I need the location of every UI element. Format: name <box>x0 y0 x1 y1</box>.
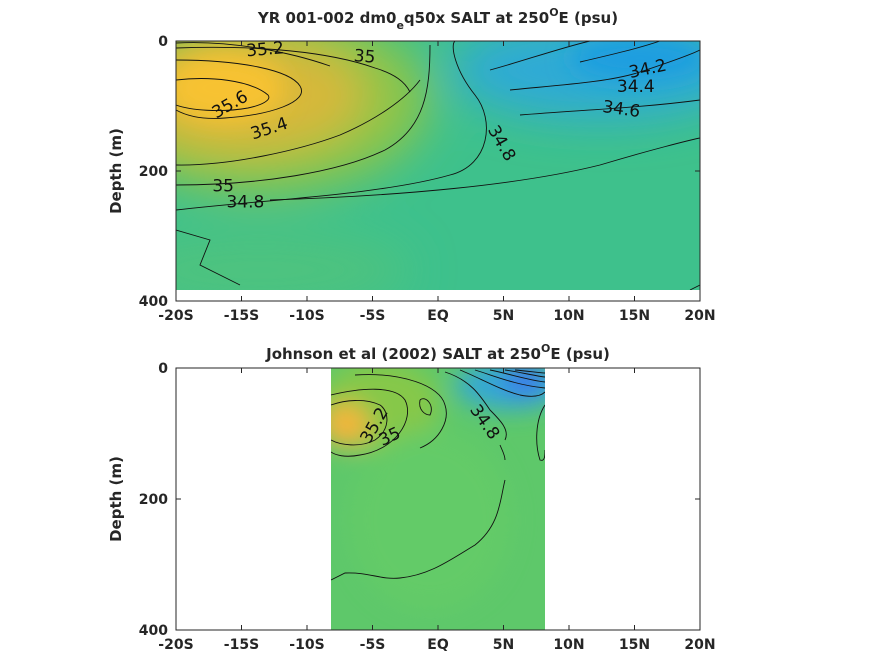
top-contour-label: 35 <box>212 176 234 196</box>
bottom-contour-lines <box>331 369 545 581</box>
top-x-tick-label: -15S <box>224 308 259 324</box>
bottom-salinity-field <box>331 368 545 630</box>
bottom-x-tick-label: -20S <box>158 637 193 653</box>
bottom-y-axis: 0 200 400 <box>139 361 700 639</box>
bottom-x-tick-label: 20N <box>684 637 715 653</box>
bottom-panel: Johnson et al (2002) SALT at 250OE (psu) <box>107 342 716 653</box>
top-x-tick-label: -5S <box>360 308 386 324</box>
top-y-axis-label: Depth (m) <box>107 128 125 214</box>
bottom-x-tick-label: -15S <box>224 637 259 653</box>
top-x-tick-label: 20N <box>684 308 715 324</box>
bottom-y-tick-label: 400 <box>139 623 168 639</box>
top-x-tick-label: 10N <box>553 308 584 324</box>
bottom-y-tick-label: 200 <box>139 492 168 508</box>
top-x-axis: -20S -15S -10S -5S EQ 5N 10N 15N 20N <box>158 41 716 324</box>
bottom-x-tick-label: -5S <box>360 637 386 653</box>
bottom-y-axis-label: Depth (m) <box>107 456 125 542</box>
top-x-tick-label: EQ <box>427 308 449 324</box>
top-y-tick-label: 400 <box>139 294 168 310</box>
bottom-x-axis: -20S -15S -10S -5S EQ 5N 10N 15N 20N <box>158 368 716 653</box>
bottom-x-tick-label: 10N <box>553 637 584 653</box>
top-panel: YR 001-002 dm0eq50x SALT at 250OE (psu) <box>107 6 716 324</box>
top-contour-label: 35 <box>353 46 376 68</box>
top-y-tick-label: 0 <box>158 34 168 50</box>
bottom-y-tick-label: 0 <box>158 361 168 377</box>
top-contour-lines <box>176 41 700 290</box>
bottom-x-tick-label: 15N <box>619 637 650 653</box>
top-x-tick-label: 15N <box>619 308 650 324</box>
top-title: YR 001-002 dm0eq50x SALT at 250OE (psu) <box>257 6 618 32</box>
top-y-axis: 0 200 400 <box>139 34 700 310</box>
top-y-tick-label: 200 <box>139 164 168 180</box>
top-x-tick-label: -10S <box>289 308 324 324</box>
bottom-x-tick-label: 5N <box>493 637 514 653</box>
top-salinity-field <box>176 41 700 290</box>
top-contour-label: 34.8 <box>227 193 265 213</box>
bottom-x-tick-label: -10S <box>289 637 324 653</box>
bottom-title: Johnson et al (2002) SALT at 250OE (psu) <box>265 342 610 363</box>
top-contour-label: 34.4 <box>617 77 655 97</box>
bottom-x-tick-label: EQ <box>427 637 449 653</box>
top-contour-label: 35.2 <box>245 38 284 61</box>
top-x-tick-label: 5N <box>493 308 514 324</box>
top-x-tick-label: -20S <box>158 308 193 324</box>
